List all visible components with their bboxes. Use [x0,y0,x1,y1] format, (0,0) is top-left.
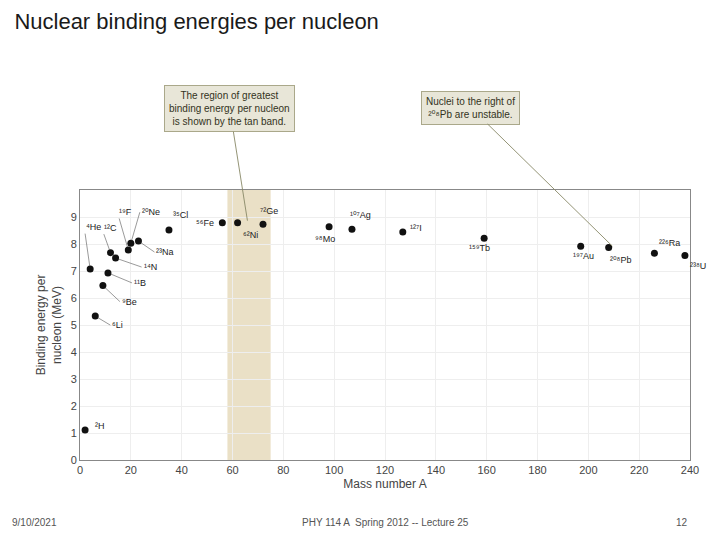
svg-text:¹²⁷I: ¹²⁷I [410,223,422,233]
svg-text:140: 140 [427,464,445,476]
svg-text:9/10/2021: 9/10/2021 [12,517,57,528]
svg-text:8: 8 [71,238,77,250]
svg-text:²³⁸U: ²³⁸U [690,261,706,271]
svg-text:2: 2 [71,400,77,412]
svg-text:¹⁴N: ¹⁴N [144,262,157,272]
svg-text:¹⁰⁷Ag: ¹⁰⁷Ag [350,210,371,220]
svg-text:4: 4 [71,346,77,358]
svg-text:80: 80 [277,464,289,476]
svg-text:160: 160 [477,464,495,476]
svg-text:0: 0 [71,454,77,466]
svg-text:7: 7 [71,265,77,277]
svg-text:20: 20 [125,464,137,476]
svg-text:The region of greatestbinding: The region of greatestbinding energy per… [169,90,290,127]
svg-text:²H: ²H [95,421,105,431]
svg-text:²³Na: ²³Na [156,247,174,257]
svg-text:40: 40 [176,464,188,476]
svg-text:12: 12 [676,517,688,528]
svg-text:220: 220 [630,464,648,476]
svg-text:6: 6 [71,292,77,304]
svg-text:3: 3 [71,373,77,385]
svg-text:180: 180 [528,464,546,476]
svg-text:200: 200 [579,464,597,476]
svg-text:240: 240 [681,464,699,476]
svg-text:9: 9 [71,211,77,223]
svg-text:0: 0 [77,464,83,476]
svg-text:⁹⁸Mo: ⁹⁸Mo [315,234,335,244]
svg-text:¹⁵⁹Tb: ¹⁵⁹Tb [469,243,490,253]
svg-text:Nuclei to the right of²⁰⁸Pb ar: Nuclei to the right of²⁰⁸Pb are unstable… [426,96,515,120]
svg-text:100: 100 [325,464,343,476]
svg-text:⁴He: ⁴He [86,222,101,232]
svg-text:Nuclear binding energies per n: Nuclear binding energies per nucleon [14,9,378,34]
svg-text:⁶²Ni: ⁶²Ni [243,230,258,240]
svg-text:³⁵Cl: ³⁵Cl [173,210,188,220]
svg-text:5: 5 [71,319,77,331]
svg-text:PHY 114 A Spring 2012 -- Lect: PHY 114 A Spring 2012 -- Lecture 25 [302,517,469,528]
svg-text:Binding energy pernucleon (MeV: Binding energy pernucleon (MeV) [34,275,64,376]
svg-text:¹⁹F: ¹⁹F [119,207,132,217]
svg-text:⁵⁶Fe: ⁵⁶Fe [196,218,214,228]
svg-text:⁷²Ge: ⁷²Ge [260,206,278,216]
svg-text:¹⁹⁷Au: ¹⁹⁷Au [573,251,594,261]
svg-text:²²⁶Ra: ²²⁶Ra [659,238,680,248]
svg-text:¹²C: ¹²C [104,223,117,233]
svg-text:Mass number A: Mass number A [343,477,426,491]
svg-text:⁶Li: ⁶Li [112,320,123,330]
svg-text:1: 1 [71,427,77,439]
svg-text:120: 120 [376,464,394,476]
svg-text:²⁰Ne: ²⁰Ne [142,207,160,217]
svg-text:60: 60 [226,464,238,476]
svg-text:¹¹B: ¹¹B [134,278,146,288]
svg-text:⁹Be: ⁹Be [122,297,137,307]
svg-text:²⁰⁸Pb: ²⁰⁸Pb [610,255,631,265]
